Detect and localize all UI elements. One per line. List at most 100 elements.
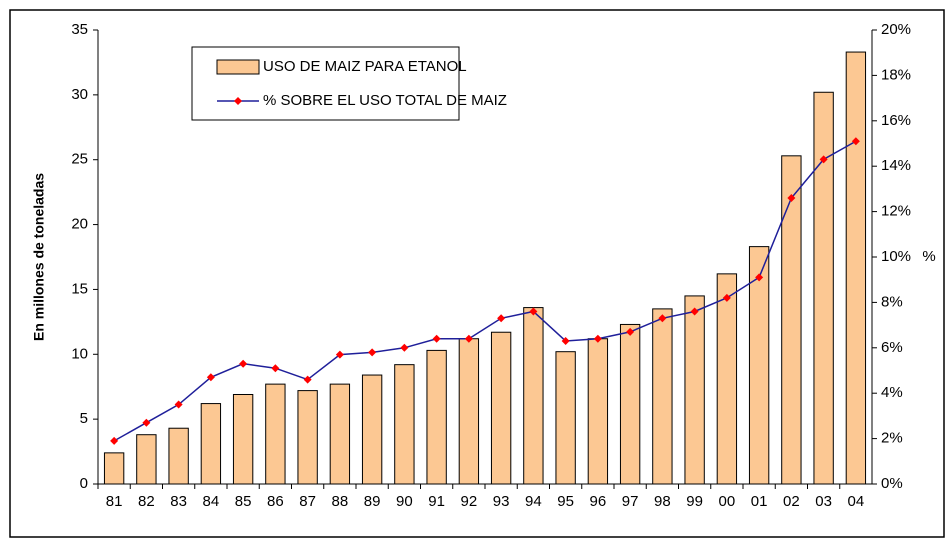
bar: [232, 393, 254, 485]
bar: [652, 308, 673, 485]
bar: [168, 427, 189, 485]
bar: [523, 307, 544, 485]
bar: [619, 323, 641, 485]
x-tick-label: 89: [364, 493, 381, 510]
marker: [690, 307, 699, 316]
bar: [394, 364, 415, 485]
x-tick-label: 03: [815, 493, 832, 510]
x-tick-label: 88: [332, 493, 349, 510]
marker: [400, 343, 409, 352]
marker: [142, 418, 151, 427]
bar: [748, 246, 770, 485]
y-tick-label: 25: [71, 151, 88, 168]
bar: [458, 338, 480, 485]
y2-tick-label: 0%: [881, 475, 903, 492]
x-tick-label: 98: [654, 493, 671, 510]
x-tick-label: 04: [848, 493, 865, 510]
y2-tick-label: 10%: [881, 248, 911, 265]
bar: [329, 383, 351, 485]
legend-box: [191, 46, 460, 121]
bar: [200, 403, 222, 485]
marker: [851, 137, 860, 146]
y-tick-label: 15: [71, 280, 88, 297]
x-tick-label: 92: [461, 493, 478, 510]
legend-swatch: [216, 59, 260, 75]
x-tick-label: 99: [686, 493, 703, 510]
x-tick-label: 02: [783, 493, 800, 510]
y2-tick-label: 6%: [881, 339, 903, 356]
y-tick-label: 10: [71, 345, 88, 362]
y2-tick-label: 12%: [881, 203, 911, 220]
y2-tick-label: 16%: [881, 112, 911, 129]
marker: [658, 314, 667, 323]
y2-tick-label: 4%: [881, 384, 903, 401]
y2-tick-label: 14%: [881, 157, 911, 174]
y-tick-label: 30: [71, 86, 88, 103]
y2-axis-title: %: [922, 248, 935, 265]
x-tick-label: 81: [106, 493, 123, 510]
y-tick-label: 5: [80, 410, 88, 427]
y2-tick-label: 2%: [881, 430, 903, 447]
marker: [335, 350, 344, 359]
y-tick-label: 0: [80, 475, 88, 492]
y-tick-label: 35: [71, 21, 88, 38]
bar: [716, 273, 738, 485]
legend-marker: [234, 97, 242, 105]
bar: [361, 374, 383, 485]
y-axis-title: En millones de toneladas: [31, 173, 47, 341]
y2-tick-label: 18%: [881, 66, 911, 83]
x-tick-label: 94: [525, 493, 542, 510]
marker: [432, 334, 441, 343]
x-tick-label: 97: [622, 493, 639, 510]
y-tick-label: 20: [71, 216, 88, 233]
bar: [555, 351, 576, 485]
marker: [239, 359, 248, 368]
marker: [722, 293, 731, 302]
bar: [684, 295, 705, 485]
x-tick-label: 93: [493, 493, 510, 510]
y2-tick-label: 20%: [881, 21, 911, 38]
marker: [755, 273, 764, 282]
x-tick-label: 91: [428, 493, 445, 510]
marker: [529, 307, 538, 316]
marker: [497, 314, 506, 323]
marker: [819, 155, 828, 164]
marker: [271, 364, 280, 373]
marker: [110, 436, 119, 445]
marker: [593, 334, 602, 343]
x-tick-label: 84: [203, 493, 220, 510]
x-tick-label: 00: [719, 493, 736, 510]
marker: [626, 327, 635, 336]
marker: [368, 348, 377, 357]
x-tick-label: 95: [557, 493, 574, 510]
marker: [174, 400, 183, 409]
legend-label: % SOBRE EL USO TOTAL DE MAIZ: [263, 92, 507, 109]
bar: [297, 390, 318, 485]
y2-tick-label: 8%: [881, 293, 903, 310]
bar: [781, 155, 802, 485]
x-tick-label: 96: [590, 493, 607, 510]
marker: [303, 375, 312, 384]
bar: [426, 349, 447, 485]
x-tick-label: 86: [267, 493, 284, 510]
x-tick-label: 83: [170, 493, 187, 510]
bar: [587, 338, 609, 485]
bar: [103, 452, 125, 485]
x-tick-label: 90: [396, 493, 413, 510]
bar: [265, 383, 286, 485]
x-tick-label: 82: [138, 493, 155, 510]
x-tick-label: 85: [235, 493, 252, 510]
line: [113, 140, 857, 442]
marker: [561, 336, 570, 345]
bar: [136, 434, 157, 485]
bar: [490, 331, 512, 485]
marker: [464, 334, 473, 343]
marker: [787, 193, 796, 202]
bar: [845, 51, 867, 485]
marker: [206, 373, 215, 382]
x-tick-label: 01: [751, 493, 768, 510]
x-tick-label: 87: [299, 493, 316, 510]
bar: [813, 91, 834, 485]
legend-label: USO DE MAIZ PARA ETANOL: [263, 58, 467, 75]
